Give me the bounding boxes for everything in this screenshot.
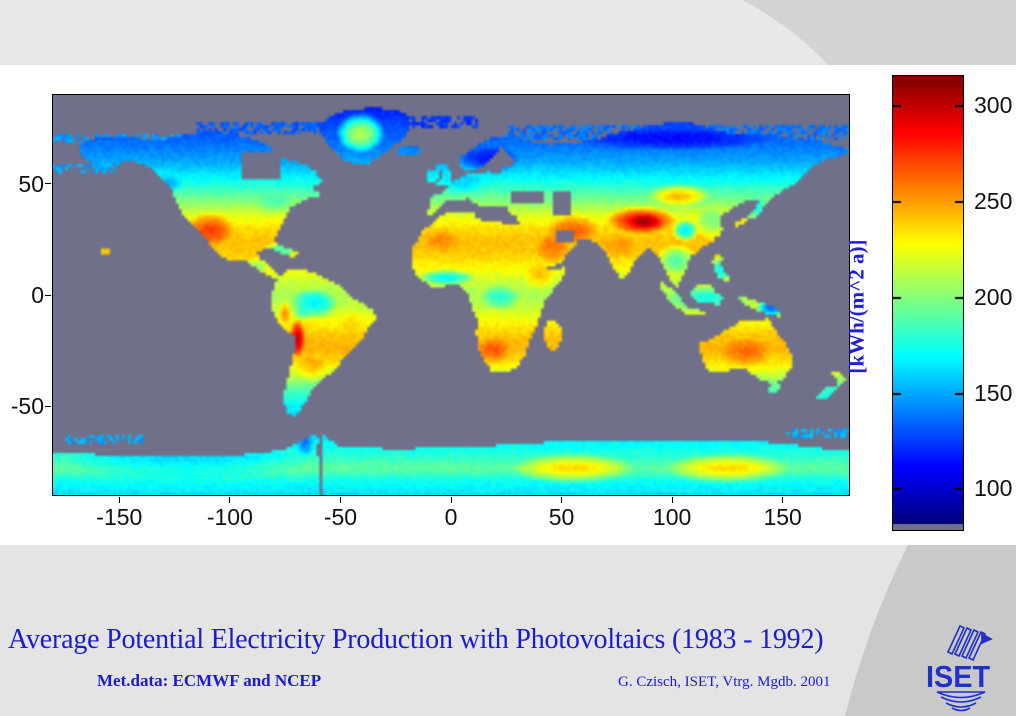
- slide-top-band: [0, 0, 1016, 65]
- x-axis-tick: [118, 497, 120, 503]
- colorbar-unit-label: [kWh/(m^2 a)]: [844, 239, 869, 374]
- x-axis-tick-label: -150: [96, 504, 143, 530]
- met-data-credit: Met.data: ECMWF and NCEP: [97, 671, 322, 690]
- colorbar-canvas: [893, 76, 963, 530]
- x-axis-tick: [561, 497, 563, 503]
- slide-title: Average Potential Electricity Production…: [8, 624, 824, 655]
- x-axis-tick-label: 0: [444, 504, 458, 530]
- y-axis-tick: [45, 183, 51, 185]
- colorbar-tick-label: 250: [974, 187, 1013, 214]
- world-heatmap-canvas: [53, 95, 849, 495]
- colorbar-tick-label: 300: [974, 91, 1013, 118]
- bottom-band-light: [0, 545, 1016, 716]
- y-axis-tick-label: 0: [31, 282, 44, 308]
- iset-logo-globe-icon: [936, 691, 986, 712]
- iset-logo-text: ISET: [926, 660, 990, 694]
- iset-logo: ISET: [926, 624, 993, 712]
- x-axis-tick: [782, 497, 784, 503]
- bottom-band-dark-curve: [845, 545, 1016, 716]
- x-axis-tick: [671, 497, 673, 503]
- world-map-frame: [52, 94, 850, 496]
- x-axis-tick-label: 100: [652, 504, 692, 530]
- iset-logo-fan-icon: [946, 624, 993, 662]
- y-axis-tick-label: 50: [18, 170, 44, 197]
- y-axis-tick-label: -50: [10, 393, 44, 420]
- slide-bottom-band: [0, 545, 1016, 716]
- colorbar-tick-label: 100: [974, 475, 1013, 502]
- x-axis-tick-label: 50: [548, 504, 575, 530]
- y-axis-tick: [45, 405, 51, 407]
- x-axis-tick: [229, 497, 231, 503]
- colorbar-tick-label: 150: [974, 379, 1013, 406]
- x-axis-tick-label: -100: [206, 504, 253, 530]
- x-axis-tick-label: -50: [323, 504, 358, 530]
- top-band-dark-curve: [730, 0, 1016, 65]
- y-axis-tick: [45, 294, 51, 296]
- x-axis-tick-label: 150: [763, 504, 802, 530]
- x-axis-tick: [339, 497, 341, 503]
- author-credit: G. Czisch, ISET, Vtrg. Mgdb. 2001: [618, 674, 831, 690]
- colorbar-frame: [892, 75, 964, 531]
- colorbar-tick-label: 200: [974, 283, 1013, 310]
- x-axis-tick: [450, 497, 452, 503]
